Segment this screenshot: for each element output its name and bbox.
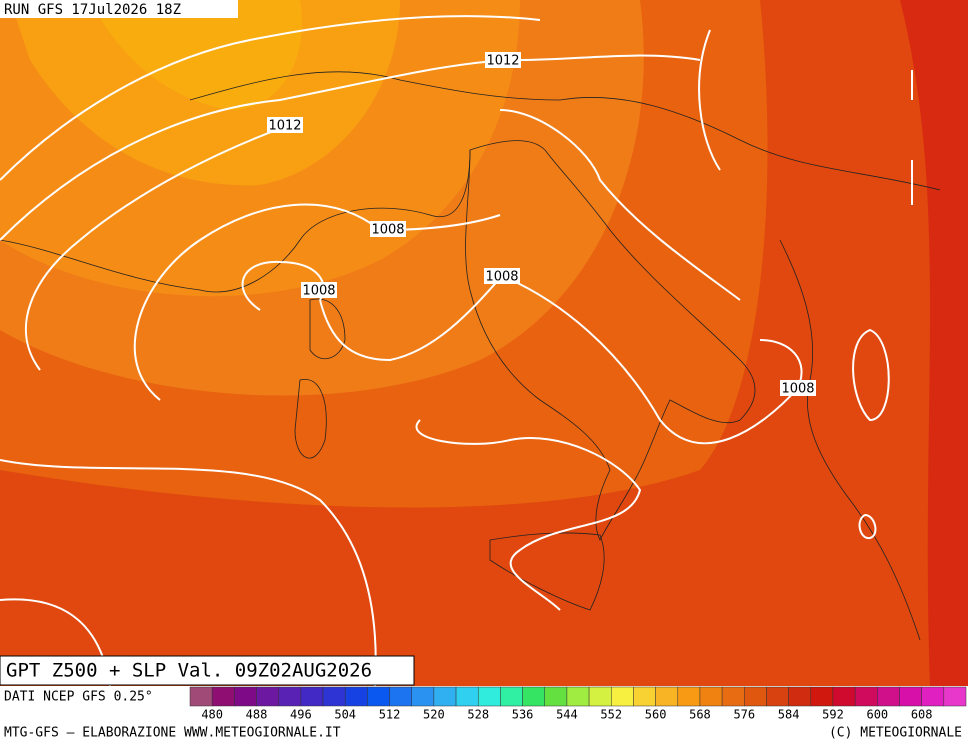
colorbar-swatch [788, 686, 812, 707]
isobar-labels: 1012 1012 1008 1008 1008 1008 [267, 52, 816, 397]
isobar-label: 1008 [485, 270, 518, 285]
colorbar-swatch [322, 686, 346, 707]
colorbar-swatch [832, 686, 856, 707]
colorbar-label: 512 [379, 708, 401, 722]
colorbar-swatch [278, 686, 302, 707]
colorbar-swatch [389, 686, 412, 707]
colorbar-label: 600 [866, 708, 888, 722]
colorbar-label: 552 [600, 708, 622, 722]
colorbar-swatch [566, 686, 590, 707]
isobar-label: 1008 [371, 223, 404, 238]
colorbar-swatch [455, 686, 479, 707]
colorbar-swatch [921, 686, 945, 707]
colorbar-swatch [655, 686, 679, 707]
colorbar: 480 488 496 504 512 520 528 536 544 552 560 568 576 5… [189, 686, 967, 722]
colorbar-swatch [544, 686, 568, 707]
colorbar-label: 520 [423, 708, 445, 722]
colorbar-swatch [810, 686, 834, 707]
colorbar-label: 528 [467, 708, 489, 722]
field [0, 0, 968, 686]
colorbar-label: 504 [334, 708, 356, 722]
isobar-label: 1012 [486, 54, 519, 69]
colorbar-swatch [744, 686, 767, 707]
footer-right: (C) METEOGIORNALE [829, 726, 962, 741]
isobar-label-box [370, 221, 406, 237]
colorbar-swatch [633, 686, 656, 707]
isobar-label: 1008 [781, 382, 814, 397]
colorbar-swatch [300, 686, 324, 707]
colorbar-swatch [367, 686, 390, 707]
colorbar-swatch [899, 686, 922, 707]
colorbar-label: 576 [733, 708, 755, 722]
colorbar-swatch [943, 686, 967, 707]
header-box [0, 0, 238, 18]
colorbar-swatch [721, 686, 745, 707]
isobar-label-box [484, 268, 520, 284]
colorbar-label: 488 [246, 708, 268, 722]
colorbar-label: 608 [911, 708, 933, 722]
colorbar-swatch [189, 686, 213, 707]
source-label: DATI NCEP GFS 0.25° [4, 690, 153, 705]
colorbar-swatch [477, 686, 501, 707]
coastlines [0, 71, 941, 641]
colorbar-swatch [256, 686, 279, 707]
colorbar-swatch [611, 686, 634, 707]
run-label: RUN GFS 17Jul2026 18Z [4, 2, 181, 18]
isobar-label-box [301, 282, 337, 298]
colorbar-label: 560 [645, 708, 667, 722]
colorbar-label: 496 [290, 708, 312, 722]
colorbar-swatch [411, 686, 435, 707]
colorbar-swatch [500, 686, 523, 707]
title-box [0, 655, 415, 686]
footer-left: MTG-GFS — ELABORAZIONE WWW.METEOGIORNALE… [4, 726, 341, 741]
colorbar-swatch [522, 686, 545, 707]
colorbar-swatch [677, 686, 701, 707]
colorbar-swatch [433, 686, 457, 707]
isobar-label-box [780, 380, 816, 396]
colorbar-swatch [211, 686, 235, 707]
isobar-label-box [485, 52, 521, 68]
colorbar-swatch [344, 686, 368, 707]
colorbar-label: 592 [822, 708, 844, 722]
isobar-label: 1008 [302, 284, 335, 299]
isobar-label: 1012 [268, 119, 301, 134]
isobars [0, 15, 913, 687]
colorbar-label: 480 [201, 708, 223, 722]
colorbar-label: 568 [689, 708, 711, 722]
colorbar-swatch [234, 686, 257, 707]
map-title: GPT Z500 + SLP Val. 09Z02AUG2026 [6, 660, 372, 682]
colorbar-swatch [766, 686, 789, 707]
colorbar-label: 536 [512, 708, 534, 722]
colorbar-swatch [588, 686, 612, 707]
isobar-label-box [267, 117, 303, 133]
colorbar-label: 544 [556, 708, 578, 722]
colorbar-swatch [877, 686, 900, 707]
colorbar-swatch [854, 686, 878, 707]
colorbar-label: 584 [778, 708, 800, 722]
colorbar-swatch [699, 686, 723, 707]
